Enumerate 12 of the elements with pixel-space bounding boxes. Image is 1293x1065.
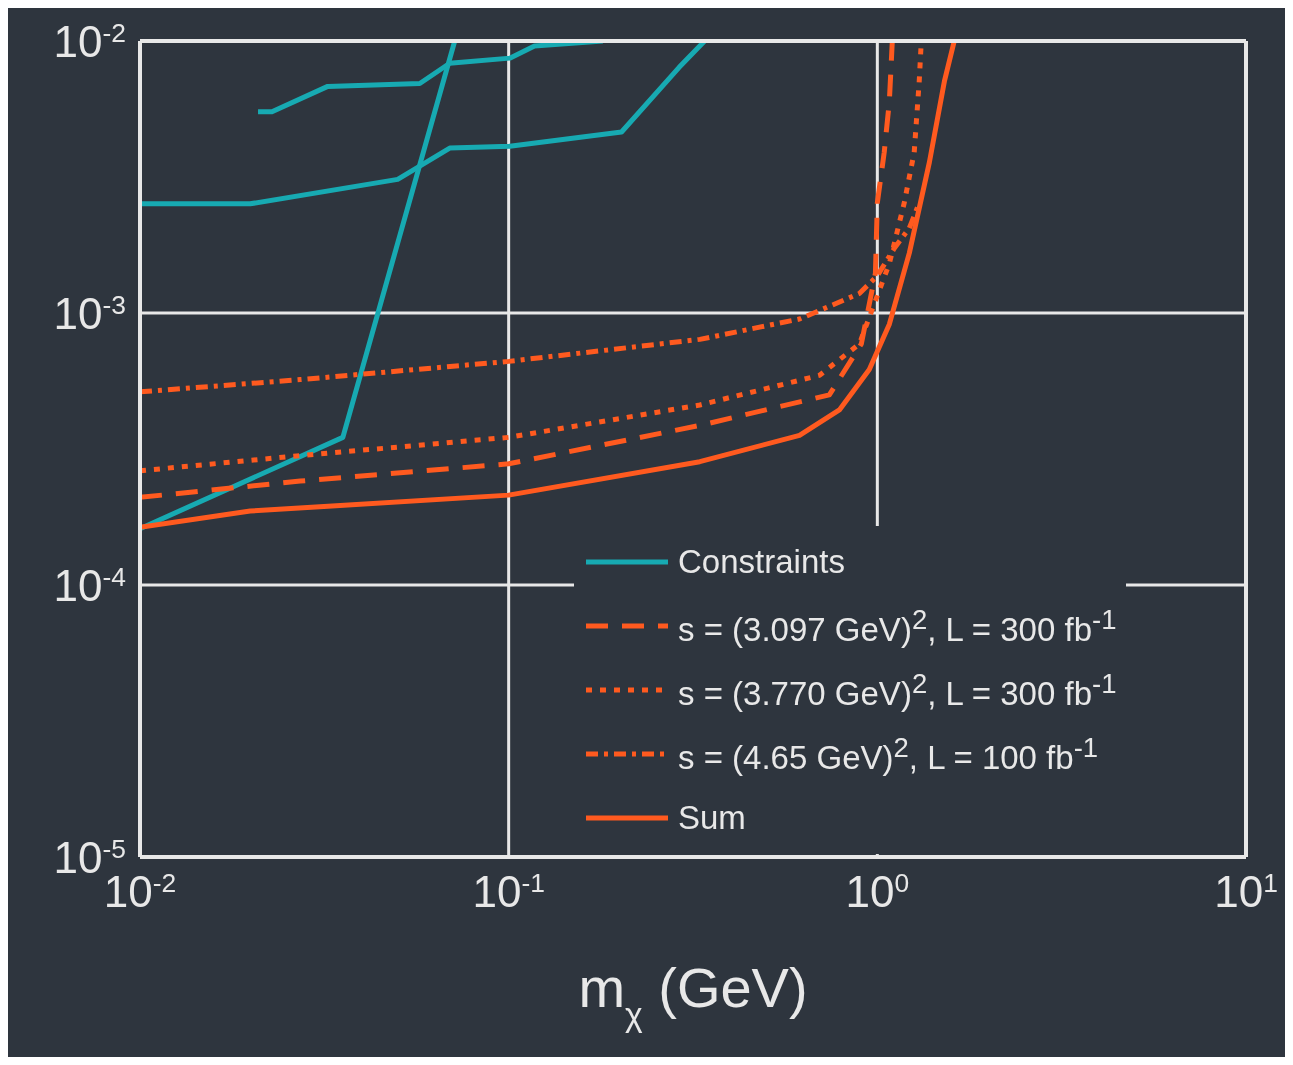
legend-label: s = (3.097 GeV)$^{2}$, L = 300 fb$^{-1}$	[678, 603, 1117, 649]
y-tick-label: 10$^{-2}$	[53, 17, 126, 66]
legend-label: s = (3.770 GeV)$^{2}$, L = 300 fb$^{-1}$	[678, 667, 1117, 713]
legend-label: s = (4.65 GeV)$^{2}$, L = 100 fb$^{-1}$	[678, 731, 1099, 777]
legend-label: Sum	[678, 799, 746, 837]
y-tick-label: 10$^{-3}$	[53, 289, 126, 338]
y-tick-label: 10$^{-4}$	[53, 561, 126, 610]
x-tick-label: 10$^{0}$	[845, 867, 910, 916]
x-tick-label: 10$^{-1}$	[472, 867, 545, 916]
x-tick-label: 10$^{1}$	[1214, 867, 1278, 916]
x-axis-title: m$_{χ}$ (GeV)	[578, 956, 808, 1033]
legend-label: Constraints	[678, 543, 845, 581]
